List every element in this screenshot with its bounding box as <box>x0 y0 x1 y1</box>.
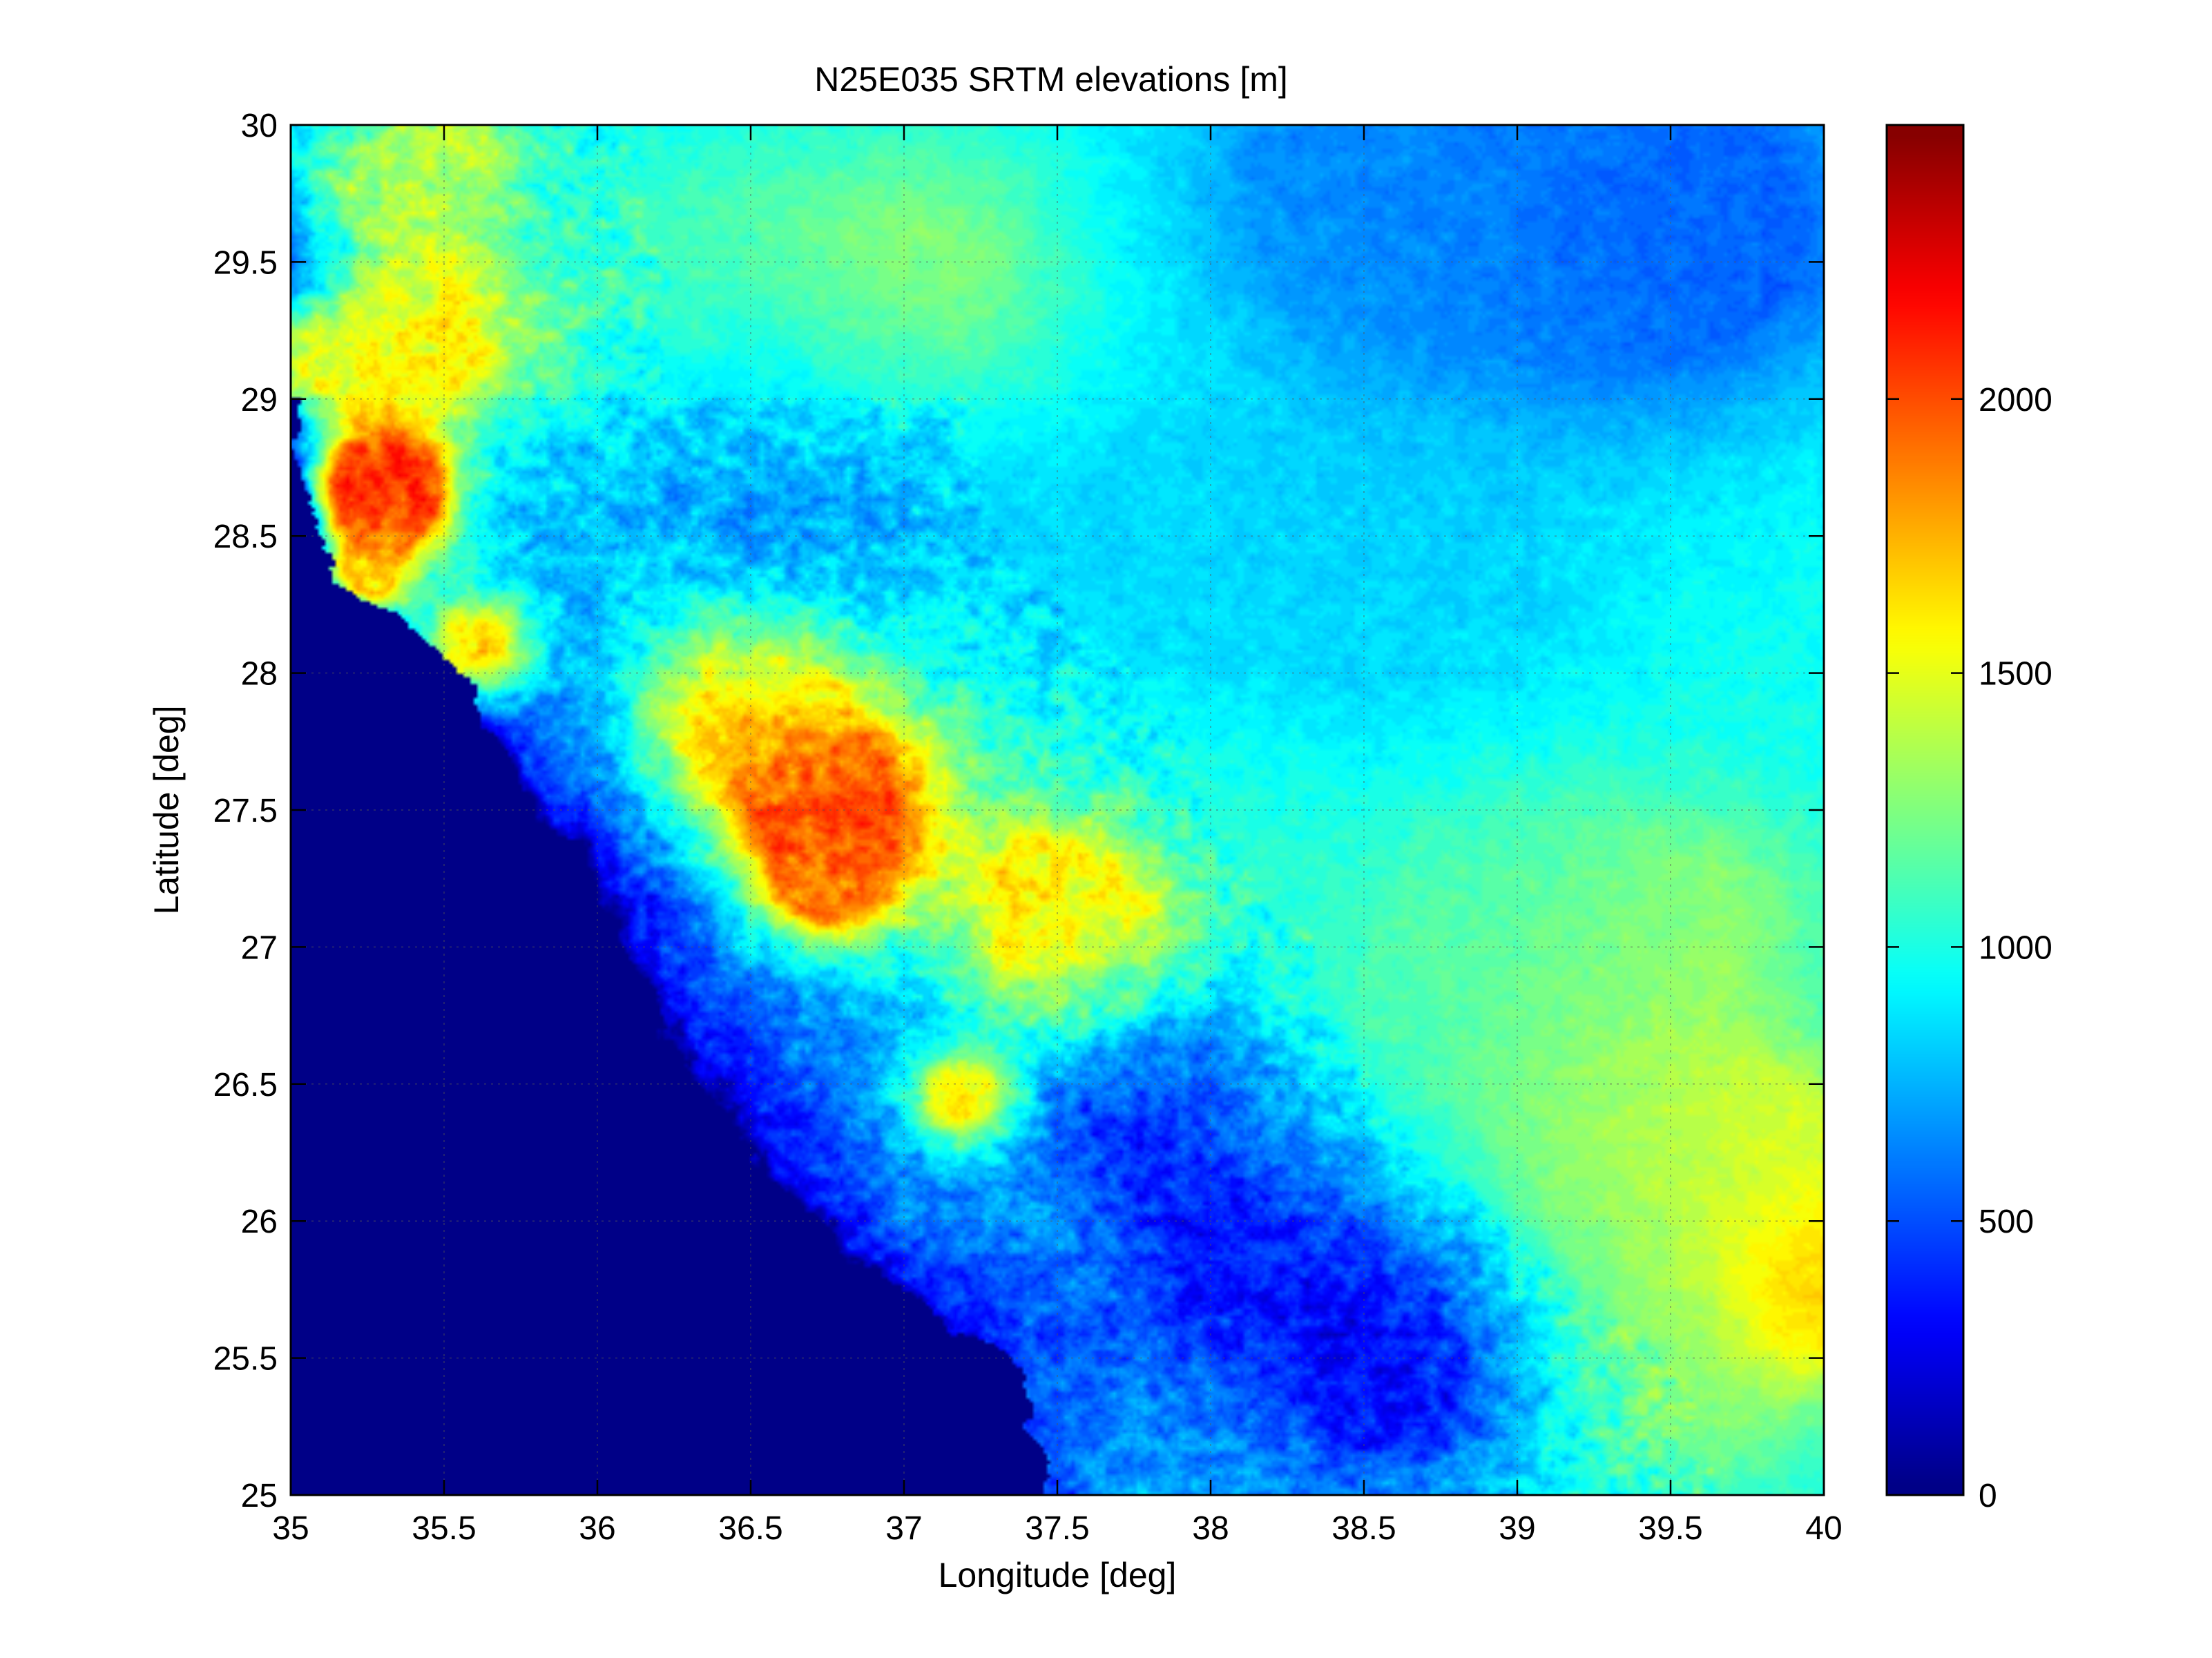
y-tick-label: 27 <box>241 929 278 966</box>
grid-lines <box>291 125 1824 1495</box>
x-tick-label: 38.5 <box>1331 1510 1396 1547</box>
y-tick-label: 29 <box>241 382 278 418</box>
colorbar-gradient <box>1887 125 1963 1495</box>
x-tick-label: 36 <box>579 1510 615 1547</box>
x-tick-label: 37 <box>885 1510 922 1547</box>
colorbar-tick-label: 0 <box>1979 1478 1997 1514</box>
y-tick-label: 28.5 <box>213 519 278 555</box>
y-tick-label: 26.5 <box>213 1067 278 1103</box>
colorbar-tick-label: 1500 <box>1979 656 2052 693</box>
colorbar-tick-label: 500 <box>1979 1204 2034 1240</box>
colorbar: 0 500 1000 1500 2000 <box>1885 124 2052 1514</box>
x-axis-ticks: 35 35.5 36 36.5 37 37.5 38 38.5 39 39.5 40 <box>272 125 1843 1547</box>
colorbar-ticks: 0 500 1000 1500 2000 <box>1887 382 2052 1514</box>
x-tick-label: 39.5 <box>1638 1510 1702 1547</box>
x-tick-label: 38 <box>1192 1510 1229 1547</box>
colorbar-tick-label: 2000 <box>1979 382 2052 418</box>
colorbar-tick-label: 1000 <box>1979 929 2052 966</box>
x-tick-label: 36.5 <box>718 1510 782 1547</box>
x-axis-label: Longitude [deg] <box>939 1556 1177 1594</box>
x-tick-label: 39 <box>1499 1510 1535 1547</box>
plot-area: 35 35.5 36 36.5 37 37.5 38 38.5 39 39.5 40 2525.52… <box>213 108 1843 1547</box>
y-tick-label: 30 <box>241 108 278 144</box>
y-axis-label: Latitude [deg] <box>147 705 186 914</box>
y-tick-label: 25 <box>241 1478 278 1514</box>
y-tick-label: 27.5 <box>213 793 278 829</box>
y-axis-ticks: 25 25.5 26 26.5 27 27.5 28 28.5 29 29.5 30 <box>213 108 1824 1514</box>
x-tick-label: 35 <box>272 1510 309 1547</box>
x-tick-label: 40 <box>1805 1510 1842 1547</box>
colorbar-frame <box>1885 124 1965 1496</box>
y-tick-label: 28 <box>241 656 278 693</box>
x-tick-label: 35.5 <box>412 1510 476 1547</box>
y-tick-label: 26 <box>241 1204 278 1240</box>
y-tick-label: 25.5 <box>213 1341 278 1378</box>
chart-title: N25E035 SRTM elevations [m] <box>814 60 1288 99</box>
y-tick-label: 29.5 <box>213 244 278 281</box>
x-tick-label: 37.5 <box>1025 1510 1089 1547</box>
